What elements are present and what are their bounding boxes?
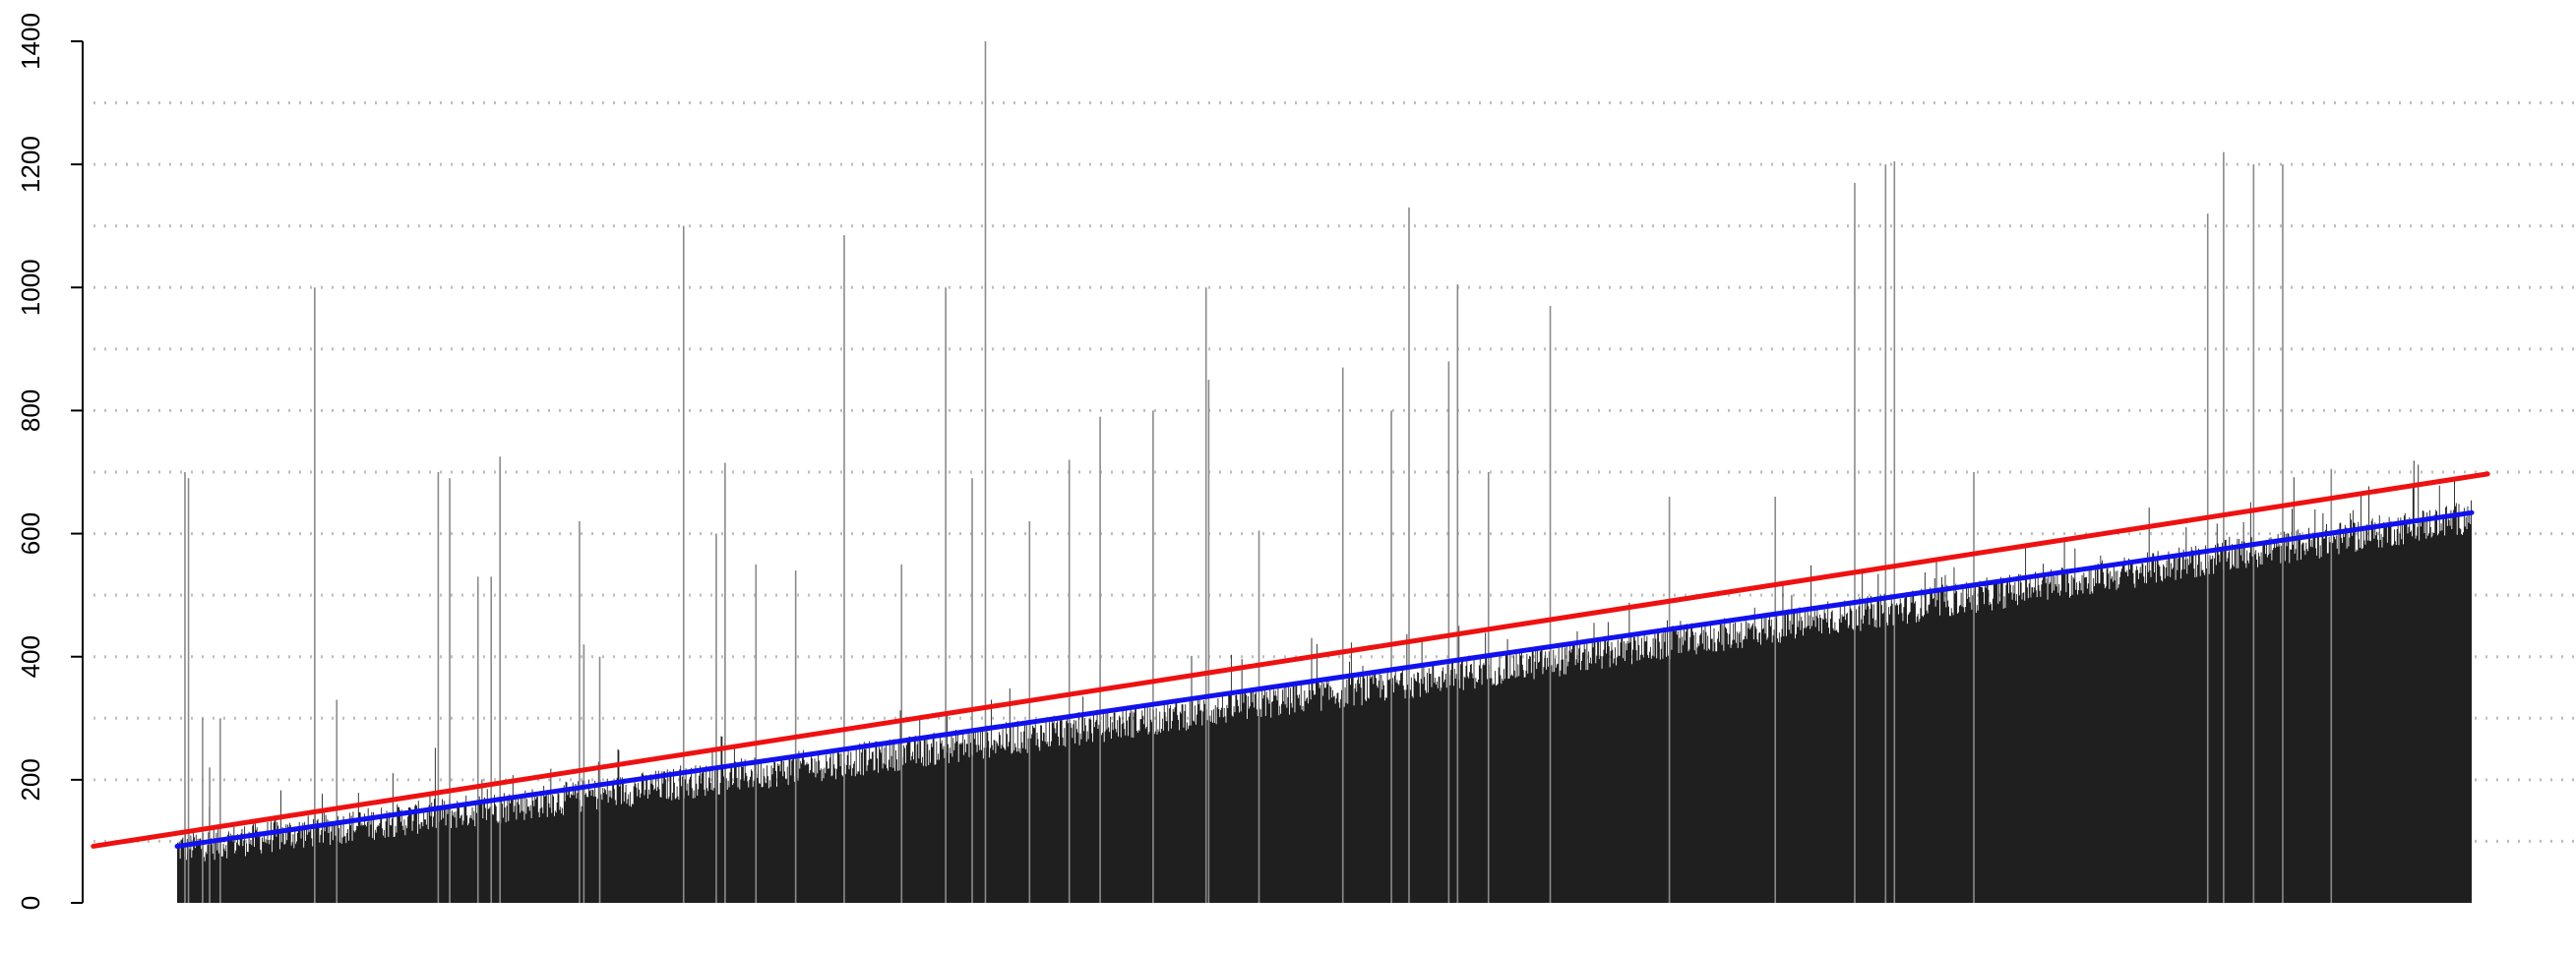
- bar-spike: [2252, 164, 2255, 904]
- bar-spike: [1668, 497, 1671, 903]
- bar-spike: [187, 478, 190, 903]
- bar-spike: [476, 576, 479, 903]
- bar-spike: [1973, 472, 1975, 903]
- bar-spike: [1893, 161, 1896, 903]
- y-axis: 0 200 400 600 800 1000 1200 1400: [16, 13, 84, 910]
- bar-spike: [1068, 459, 1071, 903]
- bar-spike: [598, 656, 601, 903]
- bar-spike: [579, 521, 581, 903]
- bar-spike: [2330, 468, 2333, 903]
- bar-spike: [1390, 410, 1392, 903]
- bar-spike: [314, 287, 316, 903]
- trend-lines: [91, 471, 2490, 849]
- bar-spike: [984, 41, 987, 903]
- bar-spike: [583, 644, 585, 903]
- y-tick-label: 600: [16, 512, 45, 555]
- bar-series: [177, 460, 2472, 903]
- bar-spike: [1884, 164, 1887, 904]
- bar-spike: [1204, 287, 1207, 903]
- bar-spike: [971, 478, 973, 903]
- bar-spike: [1408, 207, 1410, 903]
- trend-line: [174, 509, 2475, 849]
- bar-spike: [724, 462, 726, 903]
- y-tick-label: 800: [16, 389, 45, 432]
- bar-spike: [336, 699, 338, 903]
- bar-spike: [1487, 472, 1490, 903]
- y-tick-label: 0: [16, 896, 45, 910]
- bar-spike: [219, 718, 221, 903]
- bar-spike: [202, 718, 204, 903]
- bar-spike: [449, 478, 451, 903]
- trend-line: [91, 471, 2490, 849]
- bar-spike: [2206, 213, 2209, 903]
- bar-spike: [1099, 416, 1101, 903]
- bars: [177, 41, 2472, 904]
- bar-spike: [715, 533, 717, 903]
- bar-spike: [1549, 306, 1552, 903]
- bar-spike: [1341, 367, 1344, 904]
- bar-spike: [1854, 182, 1856, 903]
- y-tick-label: 200: [16, 758, 45, 801]
- bar-spike: [2223, 151, 2225, 904]
- bar-spike: [499, 456, 501, 903]
- bar-spike: [2282, 164, 2284, 904]
- bar-spike: [755, 564, 758, 903]
- bar-spike: [1447, 361, 1450, 903]
- bar-spike: [1774, 497, 1777, 903]
- bar-spike: [437, 472, 440, 903]
- bar-spike: [1456, 284, 1459, 904]
- y-tick-label: 1200: [16, 136, 45, 193]
- y-tick-label: 1400: [16, 13, 45, 70]
- bar-spike: [945, 287, 947, 903]
- y-tick-label: 1000: [16, 259, 45, 316]
- y-tick-label: 400: [16, 635, 45, 678]
- bar-spike: [209, 767, 211, 903]
- bar-spike: [682, 225, 685, 903]
- bar-spike: [490, 576, 493, 903]
- bar-spike: [1207, 380, 1210, 904]
- bar-spike: [900, 564, 903, 903]
- bar-spike: [843, 235, 845, 904]
- bar-spike: [184, 472, 186, 903]
- bar-spike: [1152, 410, 1154, 903]
- bar-spike: [1028, 521, 1031, 903]
- bar-spike: [1257, 530, 1260, 903]
